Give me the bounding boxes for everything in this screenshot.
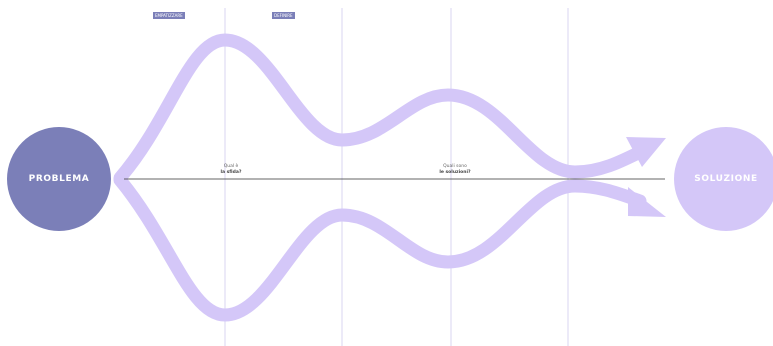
phase-tag-define: DEFINIRE: [272, 12, 295, 19]
question-solutions: Quali sono le soluzioni?: [425, 164, 485, 175]
upper-arrowhead: [626, 137, 666, 167]
solution-label: SOLUZIONE: [694, 174, 758, 184]
solution-node: SOLUZIONE: [674, 127, 773, 231]
question-challenge: Qual è la sfida?: [201, 164, 261, 175]
question-challenge-line1: Qual è: [223, 164, 239, 169]
question-solutions-line1: Quali sono: [443, 164, 467, 169]
question-challenge-line2: la sfida?: [220, 169, 242, 175]
problem-label: PROBLEMA: [28, 174, 90, 184]
problem-node: PROBLEMA: [7, 127, 111, 231]
question-solutions-line2: le soluzioni?: [439, 169, 471, 175]
phase-tag-empathize: EMPATIZZARE: [153, 12, 185, 19]
upper-wave: [113, 33, 647, 185]
lower-arrowhead: [628, 187, 666, 217]
lower-wave: [113, 173, 647, 322]
